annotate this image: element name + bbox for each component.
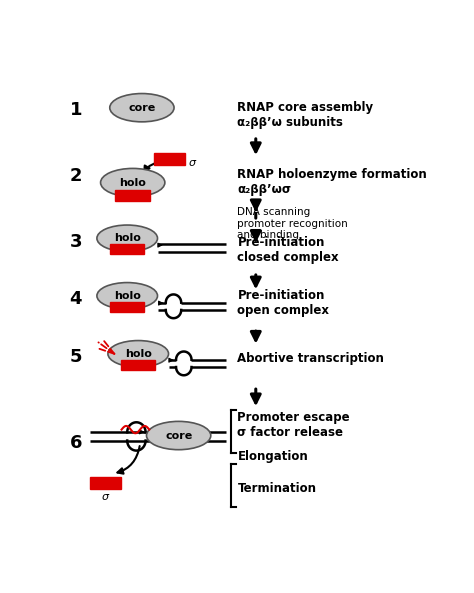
- Bar: [110, 302, 144, 313]
- Text: holo: holo: [114, 291, 141, 301]
- Text: core: core: [165, 431, 192, 441]
- Text: σ: σ: [101, 492, 109, 502]
- Text: Termination: Termination: [237, 483, 317, 496]
- Text: Pre-initiation
open complex: Pre-initiation open complex: [237, 289, 329, 317]
- Text: RNAP core assembly
α₂ββ’ω subunits: RNAP core assembly α₂ββ’ω subunits: [237, 101, 374, 129]
- Ellipse shape: [146, 422, 211, 449]
- Text: holo: holo: [125, 349, 152, 359]
- Bar: [90, 477, 121, 489]
- Text: Pre-initiation
closed complex: Pre-initiation closed complex: [237, 235, 339, 264]
- Text: 5: 5: [70, 347, 82, 365]
- Text: Promoter escape
σ factor release: Promoter escape σ factor release: [237, 411, 350, 439]
- Ellipse shape: [110, 94, 174, 122]
- Text: 1: 1: [70, 101, 82, 119]
- Text: σ: σ: [189, 158, 196, 168]
- Bar: [154, 153, 185, 164]
- Text: 4: 4: [70, 291, 82, 308]
- Text: Elongation: Elongation: [237, 451, 308, 464]
- Text: holo: holo: [114, 233, 141, 243]
- Ellipse shape: [108, 340, 169, 367]
- Text: core: core: [128, 103, 155, 113]
- Ellipse shape: [97, 225, 157, 251]
- Text: 3: 3: [70, 234, 82, 251]
- Text: RNAP holoenzyme formation
α₂ββ’ωσ: RNAP holoenzyme formation α₂ββ’ωσ: [237, 168, 427, 196]
- Ellipse shape: [100, 168, 165, 197]
- Bar: [110, 244, 144, 254]
- Text: 2: 2: [70, 167, 82, 185]
- Text: 6: 6: [70, 434, 82, 452]
- Text: holo: holo: [119, 177, 146, 187]
- Text: Abortive transcription: Abortive transcription: [237, 352, 384, 365]
- Text: DNA scanning
promoter recognition
and binding: DNA scanning promoter recognition and bi…: [237, 207, 348, 240]
- Bar: [115, 190, 150, 201]
- Ellipse shape: [97, 283, 157, 309]
- Bar: [121, 360, 155, 370]
